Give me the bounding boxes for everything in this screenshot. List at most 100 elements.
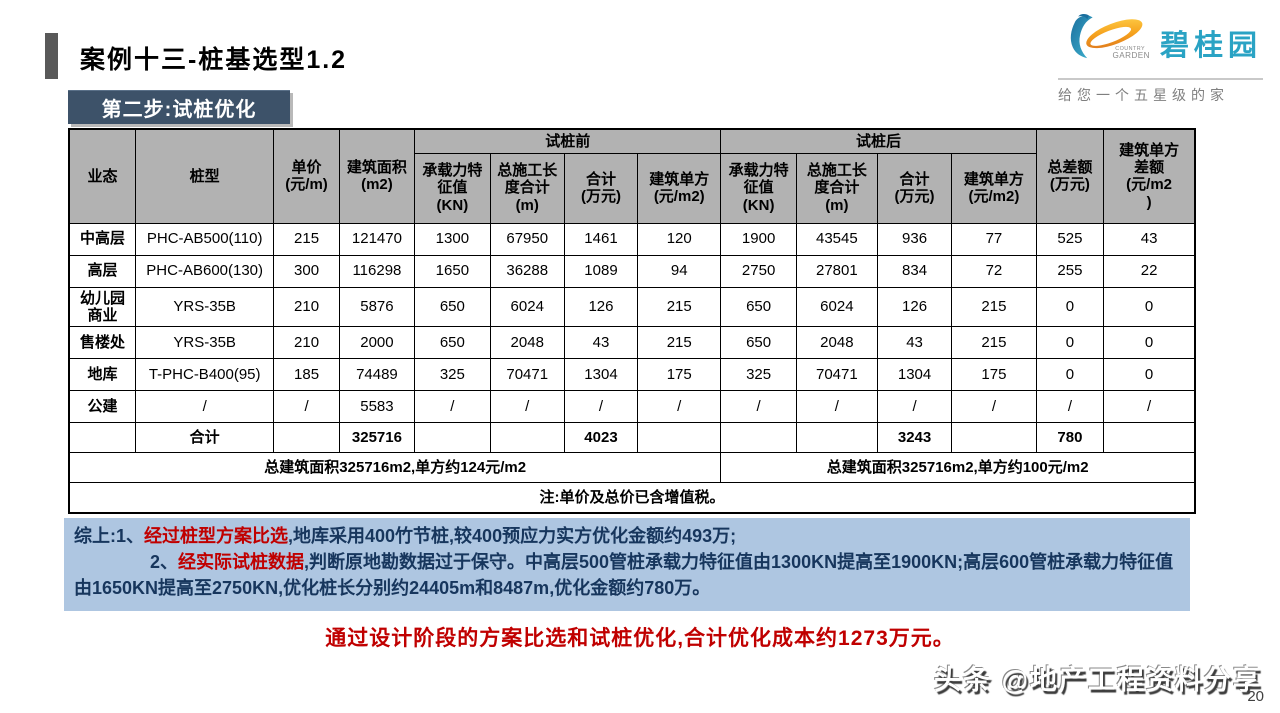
table-cell: 1300 — [414, 222, 491, 256]
table-cell: / — [1103, 390, 1196, 423]
table-cell: 120 — [637, 222, 722, 256]
table-cell: 72 — [951, 254, 1037, 288]
table-row: 幼儿园 商业 YRS-35B 210 5876 650 6024 126 215 650 6024… — [68, 286, 1196, 327]
col-header-total-before: 合计 (万元) — [563, 152, 639, 224]
after-test-summary-cell: 总建筑面积325716m2,单方约100元/m2 — [720, 452, 1196, 483]
watermark-text: 头条 @地产工程资料分享 — [934, 665, 1262, 695]
table-cell: / — [637, 390, 722, 423]
table-cell — [720, 422, 797, 453]
col-header-pile-type: 桩型 — [134, 128, 275, 224]
table-cell: 43 — [563, 326, 639, 359]
col-group-after-test: 试桩后 — [720, 128, 1037, 154]
brand-name: 碧桂园 — [1160, 29, 1263, 62]
table-cell: 43 — [1103, 222, 1196, 256]
logo-tagline: 给您一个五星级的家 — [1058, 87, 1229, 103]
table-cell: 175 — [951, 358, 1037, 391]
logo-subtext-country: COUNTRY — [1115, 46, 1145, 52]
table-cell: 210 — [273, 326, 340, 359]
table-cell: / — [563, 390, 639, 423]
table-cell: 43545 — [795, 222, 878, 256]
table-cell: / — [273, 390, 340, 423]
summary-box: 综上:1、经过桩型方案比选,地库采用400竹节桩,较400预应力实方优化金额约4… — [64, 518, 1190, 611]
table-cell: 27801 — [795, 254, 878, 288]
col-header-length-before: 总施工长 度合计 (m) — [489, 152, 565, 224]
table-cell: 0 — [1103, 326, 1196, 359]
page-number: 20 — [1247, 688, 1264, 705]
table-cell: 300 — [273, 254, 340, 288]
summary-item-1: 综上:1、经过桩型方案比选,地库采用400竹节桩,较400预应力实方优化金额约4… — [74, 523, 1180, 549]
table-header-sub-row: 承载力特 征值 (KN) 总施工长 度合计 (m) 合计 (万元) 建筑单方 (… — [69, 152, 1195, 224]
pile-comparison-table: 业态 桩型 单价 (元/m) 建筑面积 (m2) 试桩前 试桩后 总差额 (万元… — [68, 128, 1196, 514]
table-cell: 1650 — [414, 254, 491, 288]
logo-swoosh-icon: COUNTRY GARDEN — [1058, 12, 1158, 73]
summary-item2-highlight: 经实际试桩数据 — [178, 552, 305, 573]
table-body: 中高层 PHC-AB500(110) 215 121470 1300 67950 1461 1… — [68, 222, 1196, 453]
col-header-bearing-after: 承载力特 征值 (KN) — [720, 152, 797, 224]
table-cell — [414, 422, 491, 453]
table-row: 售楼处 YRS-35B 210 2000 650 2048 43 215 650 2048 43 21… — [68, 326, 1196, 359]
table-cell: 幼儿园 商业 — [68, 286, 136, 327]
table-cell: 43 — [876, 326, 953, 359]
page-title: 案例十三-桩基选型1.2 — [80, 46, 348, 74]
table-cell: 185 — [273, 358, 340, 391]
table-cell: 325716 — [338, 422, 416, 453]
table-cell: 2750 — [720, 254, 797, 288]
table-cell: YRS-35B — [134, 286, 275, 327]
table-cell: 售楼处 — [68, 326, 136, 359]
table-cell: 215 — [951, 286, 1037, 327]
table-cell: 70471 — [795, 358, 878, 391]
table-cell — [795, 422, 878, 453]
table-cell: 6024 — [795, 286, 878, 327]
table-cell: 2000 — [338, 326, 416, 359]
col-header-unit-before: 建筑单方 (元/m2) — [637, 152, 722, 224]
table-cell: 地库 — [68, 358, 136, 391]
table-cell: 0 — [1103, 358, 1196, 391]
table-cell: 3243 — [876, 422, 953, 453]
table-cell — [637, 422, 722, 453]
table-header-group-row: 业态 桩型 单价 (元/m) 建筑面积 (m2) 试桩前 试桩后 总差额 (万元… — [68, 128, 1196, 224]
summary-item1-highlight: 经过桩型方案比选 — [144, 526, 289, 546]
table-cell: 325 — [414, 358, 491, 391]
table-total-row: 合计 325716 4023 3243 780 — [68, 422, 1196, 453]
table-summary-row: 总建筑面积325716m2,单方约124元/m2 总建筑面积325716m2,单… — [68, 452, 1196, 483]
table-cell — [489, 422, 565, 453]
table-cell: / — [795, 390, 878, 423]
table-cell: 70471 — [489, 358, 565, 391]
table-row: 中高层 PHC-AB500(110) 215 121470 1300 67950 1461 1… — [68, 222, 1196, 256]
table-cell: PHC-AB500(110) — [134, 222, 275, 256]
table-cell: 36288 — [489, 254, 565, 288]
step-badge: 第二步:试桩优化 — [68, 90, 290, 124]
col-header-unit-diff: 建筑单方 差额 (元/m2 ) — [1103, 128, 1196, 224]
table-cell: 650 — [414, 326, 491, 359]
col-group-before-test: 试桩前 — [414, 128, 722, 154]
table-cell: 2048 — [489, 326, 565, 359]
table-cell — [68, 422, 136, 453]
conclusion-text: 通过设计阶段的方案比选和试桩优化,合计优化成本约1273万元。 — [325, 627, 955, 650]
table-cell — [273, 422, 340, 453]
table-cell: 1461 — [563, 222, 639, 256]
table-cell: 5876 — [338, 286, 416, 327]
col-header-unit-price: 单价 (元/m) — [273, 128, 340, 224]
table-cell: 中高层 — [68, 222, 136, 256]
table-cell: 高层 — [68, 254, 136, 288]
table-cell: 4023 — [563, 422, 639, 453]
table-cell: / — [720, 390, 797, 423]
table-cell: / — [1035, 390, 1105, 423]
table-cell: 650 — [720, 286, 797, 327]
col-header-length-after: 总施工长 度合计 (m) — [795, 152, 878, 224]
table-cell: 650 — [414, 286, 491, 327]
table-cell: 5583 — [338, 390, 416, 423]
table-cell: 1089 — [563, 254, 639, 288]
table-row: 公建 //5583// / / / / / / / / — [68, 390, 1196, 423]
table-cell: 67950 — [489, 222, 565, 256]
col-header-total-diff: 总差额 (万元) — [1035, 128, 1105, 224]
table-note-cell: 注:单价及总价已含增值税。 — [68, 482, 1196, 513]
col-header-bearing-before: 承载力特 征值 (KN) — [414, 152, 491, 224]
table-cell: 94 — [637, 254, 722, 288]
table-cell: / — [134, 390, 275, 423]
table-cell: 77 — [951, 222, 1037, 256]
table-cell: 175 — [637, 358, 722, 391]
table-cell: 合计 — [134, 422, 275, 453]
table-cell: / — [876, 390, 953, 423]
before-test-summary-cell: 总建筑面积325716m2,单方约124元/m2 — [68, 452, 722, 483]
